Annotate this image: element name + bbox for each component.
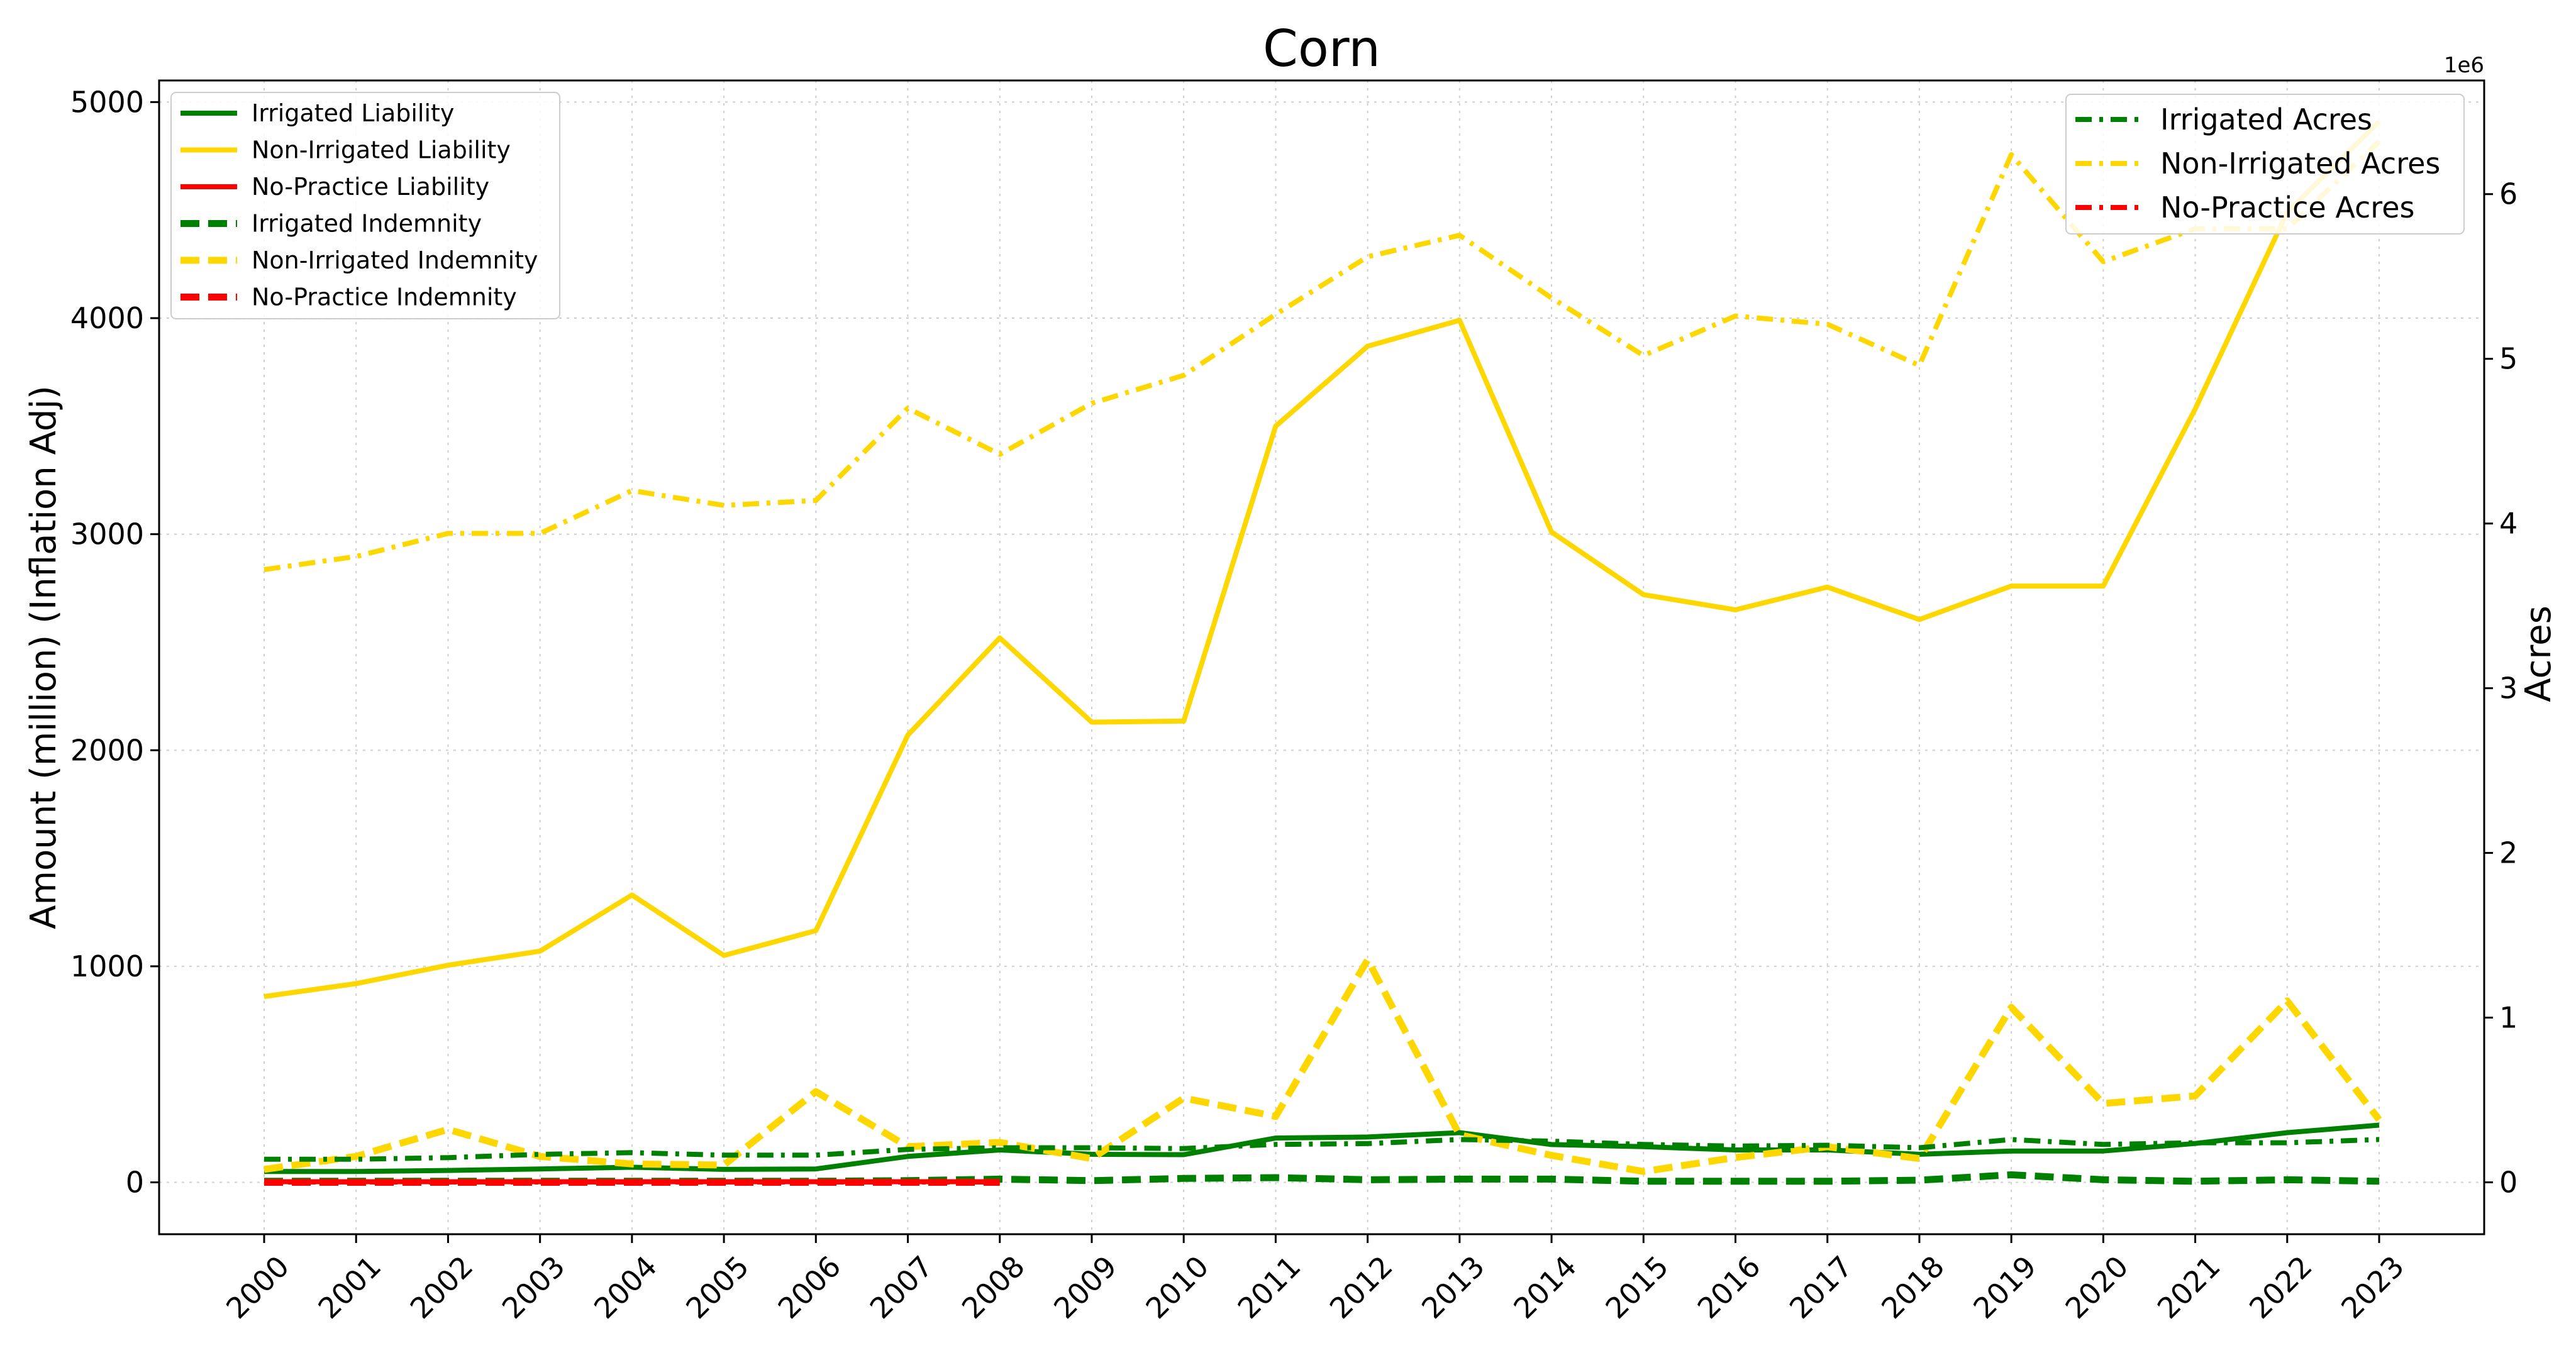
x-tick-label: 2001 [311,1249,387,1325]
legend-label-non-irrigated-liability: Non-Irrigated Liability [252,136,511,164]
x-tick-label: 2016 [1691,1249,1767,1325]
x-tick-label: 2023 [2334,1249,2411,1325]
series-line-irrigated-acres [264,1137,2380,1162]
y-tick-label: 1000 [70,949,144,983]
series-layer [264,119,2382,1186]
legend-right: Irrigated Acres Non-Irrigated Acres No-Pra… [2065,94,2465,235]
x-tick-label: 2018 [1875,1249,1951,1325]
y-tick-label: 3000 [70,517,144,551]
x-tick-label: 2002 [404,1249,480,1325]
x-tick-label: 2019 [1967,1249,2043,1325]
legend-left: Irrigated Liability Non-Irrigated Liabili… [170,92,560,319]
y2-offset-label: 1e6 [2444,53,2484,78]
grid-layer [159,80,2484,1234]
y2-tick-label: 2 [2499,836,2518,870]
legend-label-no-practice-acres: No-Practice Acres [2160,191,2414,224]
x-tick-label: 2005 [679,1249,755,1325]
legend-label-irrigated-indemnity: Irrigated Indemnity [252,210,482,238]
legend-right-box [2065,94,2465,235]
x-tick-label: 2007 [863,1249,940,1325]
y-tick-label: 0 [126,1166,144,1200]
y2-tick-label: 6 [2499,177,2518,211]
x-tick-label: 2021 [2151,1249,2227,1325]
legend-label-non-irrigated-indemnity: Non-Irrigated Indemnity [252,246,538,274]
x-tick-label: 2014 [1507,1249,1583,1325]
y-axis-label: Amount (million) (Inflation Adj) [23,385,64,929]
series-line-irrigated-indemnity [264,1171,2380,1185]
y2-axis-label: Acres [2518,605,2559,702]
x-tick-label: 2015 [1599,1249,1675,1325]
x-tick-label: 2012 [1323,1249,1399,1325]
legend-label-no-practice-liability: No-Practice Liability [252,173,489,201]
y2-tick-label: 0 [2499,1165,2518,1199]
legend-label-non-irrigated-acres: Non-Irrigated Acres [2160,146,2440,180]
x-tick-label: 2017 [1783,1249,1859,1325]
y2-tick-label: 5 [2499,342,2518,376]
y2-tick-label: 1 [2499,1001,2518,1035]
y-tick-label: 4000 [70,301,144,335]
y2-tick-label: 4 [2499,507,2518,541]
x-tick-label: 2004 [587,1249,663,1325]
x-tick-label: 2020 [2058,1249,2135,1325]
series-line-non-irrigated-indemnity [264,956,2382,1175]
y2-tick-label: 3 [2499,671,2518,705]
x-tick-label: 2000 [219,1249,296,1325]
x-tick-label: 2008 [955,1249,1031,1325]
y-tick-label: 2000 [70,733,144,767]
x-tick-label: 2011 [1231,1249,1307,1325]
x-tick-label: 2003 [496,1249,572,1325]
x-tick-label: 2009 [1047,1249,1123,1325]
legend-left-box [170,92,560,319]
legend-label-no-practice-indemnity: No-Practice Indemnity [252,284,517,311]
chart-title: Corn [1263,19,1380,78]
series-line-irrigated-liability [264,1122,2380,1174]
series-line-non-irrigated-acres [264,140,2381,572]
x-tick-label: 2010 [1139,1249,1215,1325]
legend-label-irrigated-liability: Irrigated Liability [252,99,454,127]
y-tick-label: 5000 [70,85,144,119]
legend-label-irrigated-acres: Irrigated Acres [2160,102,2372,136]
x-tick-label: 2013 [1415,1249,1491,1325]
x-tick-label: 2006 [771,1249,847,1325]
plot-frame [158,79,2485,1235]
x-tick-label: 2022 [2243,1249,2319,1325]
series-line-non-irrigated-liability [264,119,2381,999]
